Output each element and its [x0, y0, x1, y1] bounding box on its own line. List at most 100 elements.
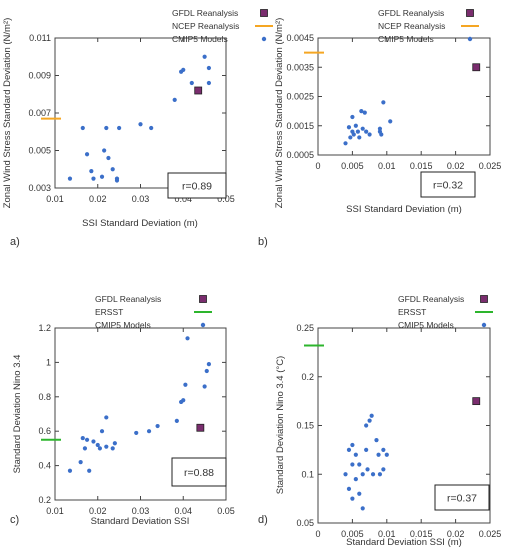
x-tick-label: 0.005: [341, 161, 364, 171]
legend-label: ERSST: [95, 307, 123, 317]
y-tick-label: 0.1: [301, 469, 314, 479]
model-point: [367, 418, 372, 423]
panel-label: d): [258, 514, 268, 526]
y-tick-label: 0.011: [29, 33, 51, 43]
x-axis-label: Standard Deviation SSI (m): [346, 537, 462, 548]
plot-frame: [54, 37, 227, 189]
model-point: [138, 122, 143, 127]
model-point: [206, 80, 211, 86]
x-tick-label: 0.01: [46, 194, 64, 204]
y-tick-label: 0.0035: [286, 62, 314, 72]
model-point: [95, 442, 100, 448]
legend-model-symbol: [467, 36, 473, 42]
panel-label: c): [10, 514, 19, 526]
y-tick-label: 1.2: [38, 323, 51, 333]
y-tick-label: 0.25: [296, 323, 314, 333]
x-tick-label: 0.005: [341, 529, 364, 539]
model-point: [185, 336, 190, 341]
model-point: [82, 446, 88, 451]
correlation-box: [167, 172, 227, 199]
model-point: [202, 384, 207, 389]
y-tick-label: 1: [46, 357, 51, 367]
x-tick-label: 0.02: [89, 506, 107, 516]
x-tick-label: 0: [315, 529, 320, 539]
model-point: [206, 65, 211, 71]
model-point: [357, 135, 362, 140]
correlation-label: r=0.32: [433, 180, 463, 192]
model-point: [172, 97, 177, 102]
model-point: [104, 444, 109, 449]
model-point: [369, 413, 374, 418]
model-point: [346, 125, 352, 130]
model-point: [91, 176, 96, 181]
y-axis-label: Zonal Wind Stress Standard Deviation (N/…: [274, 18, 285, 209]
model-point: [353, 477, 358, 482]
y-tick-label: 0.0025: [286, 92, 314, 102]
x-tick-label: 0.05: [217, 194, 235, 204]
model-point: [360, 506, 365, 511]
model-point: [78, 460, 83, 465]
legend-label: GFDL Reanalysis: [398, 294, 464, 304]
legend-label: NCEP Reanalysis: [172, 21, 239, 31]
model-point: [364, 447, 369, 452]
model-point: [357, 462, 362, 467]
plot-frame: [317, 37, 491, 156]
model-point: [97, 446, 102, 451]
chart-panel-4: 0 0.005 0.01 0.015 0.02 0.025 0.05 0.1 0.15 0.2 0.…: [258, 294, 501, 548]
model-point: [84, 437, 90, 442]
correlation-label: r=0.88: [184, 467, 214, 479]
model-point: [374, 438, 379, 443]
panel-label: b): [258, 236, 268, 248]
model-point: [155, 423, 160, 429]
y-tick-label: 0.6: [38, 426, 51, 436]
model-point: [117, 125, 122, 131]
model-point: [149, 125, 154, 131]
model-point: [112, 441, 117, 446]
model-point: [183, 382, 188, 387]
correlation-label: r=0.89: [182, 181, 212, 193]
model-point: [362, 110, 367, 115]
x-tick-label: 0.025: [479, 529, 502, 539]
model-point: [343, 141, 348, 146]
x-tick-label: 0: [315, 161, 320, 171]
model-point: [89, 169, 94, 174]
chart-panel-2: 0 0.005 0.01 0.015 0.02 0.025 0.0005 0.0015 0.00…: [258, 8, 501, 248]
model-point: [348, 135, 353, 140]
correlation-label: r=0.37: [447, 493, 477, 505]
model-point: [381, 447, 386, 452]
model-point: [80, 435, 85, 441]
model-point: [350, 114, 355, 120]
model-point: [364, 423, 369, 428]
reanalysis-marker: [196, 423, 205, 432]
model-point: [181, 67, 186, 72]
model-point: [355, 129, 361, 134]
legend-model-symbol: [200, 322, 206, 328]
model-point: [350, 442, 355, 448]
model-point: [67, 176, 73, 181]
model-point: [87, 468, 92, 473]
model-point: [388, 119, 393, 124]
y-tick-label: 0.2: [38, 495, 51, 505]
legend-label: GFDL Reanalysis: [172, 8, 238, 18]
model-point: [376, 452, 381, 457]
model-point: [106, 155, 111, 161]
model-point: [357, 491, 362, 496]
y-axis-label: Standard Deviation Nino 3.4 (°C): [275, 356, 286, 494]
legend-model-symbol: [481, 322, 487, 328]
model-point: [114, 178, 120, 183]
legend-label: CMIP5 Models: [95, 320, 151, 330]
y-tick-label: 0.0015: [286, 121, 314, 131]
model-point: [353, 452, 358, 457]
model-point: [189, 80, 194, 86]
x-tick-label: 0.015: [410, 161, 433, 171]
model-point: [110, 446, 115, 451]
y-axis-label: Standard Deviation Nino 3.4: [12, 355, 23, 474]
model-point: [360, 472, 365, 477]
legend-reanalysis-symbol: [199, 295, 207, 303]
correlation-box: [171, 457, 227, 487]
model-point: [381, 467, 386, 472]
model-point: [174, 418, 179, 423]
x-tick-label: 0.025: [479, 161, 502, 171]
model-point: [202, 54, 207, 59]
model-point: [346, 447, 352, 452]
